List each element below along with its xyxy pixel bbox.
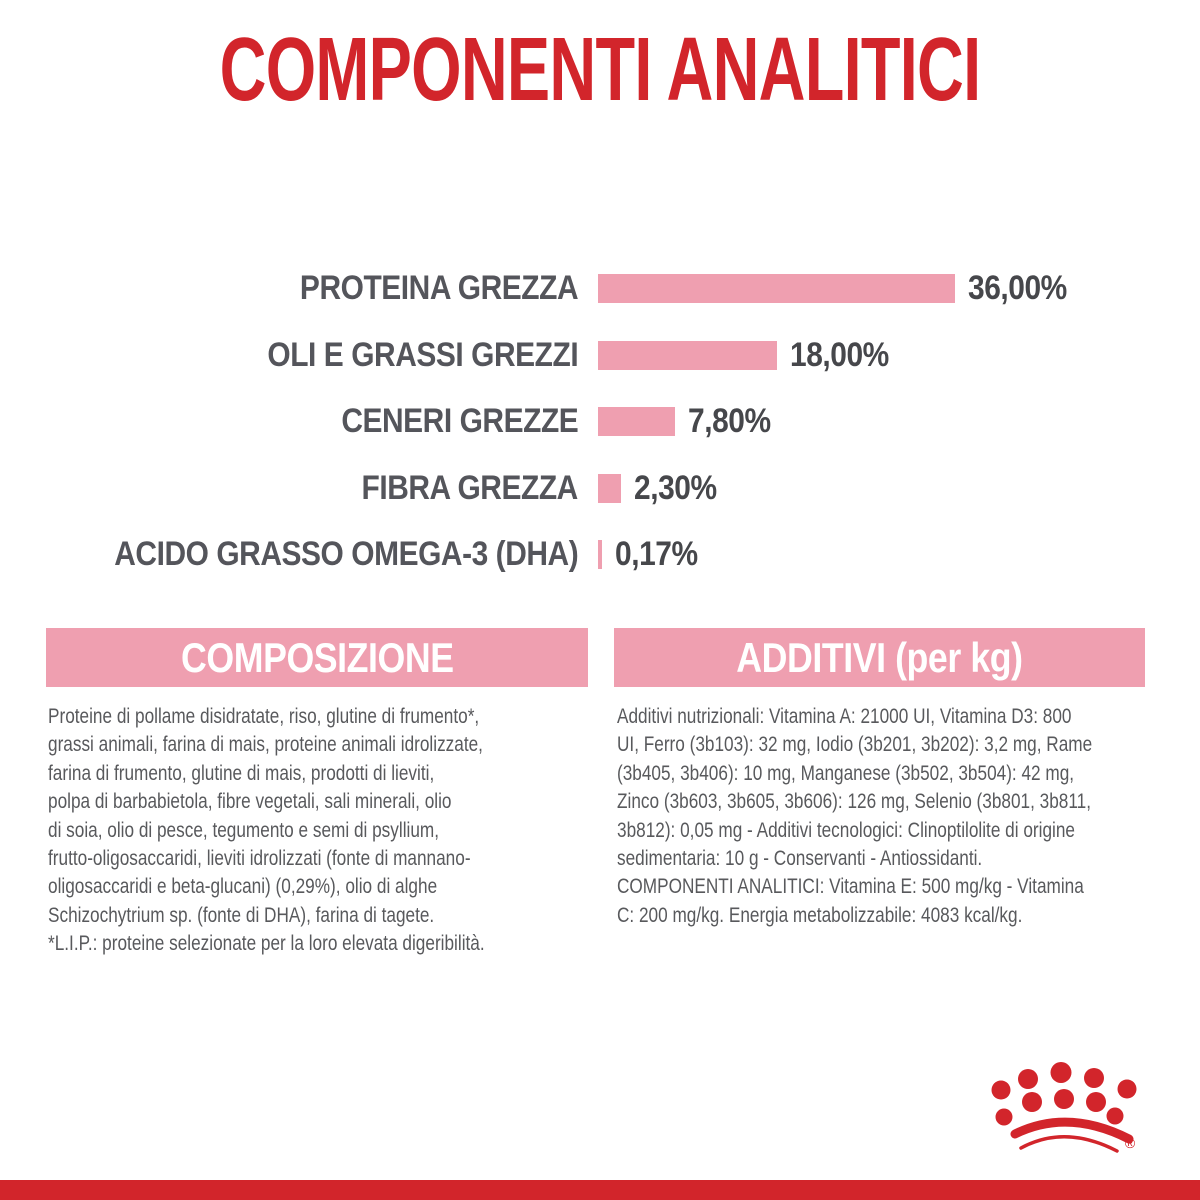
royal-canin-crown-icon: ® [991, 1062, 1137, 1153]
chart-value-label: 0,17% [615, 535, 698, 573]
registered-trademark-icon: ® [1125, 1135, 1136, 1151]
chart-value-label: 2,30% [634, 469, 717, 507]
chart-row: CENERI GREZZE 7,80% [0, 402, 1200, 440]
chart-bar [598, 274, 955, 303]
chart-category-label: PROTEINA GREZZA [299, 269, 579, 307]
page-title: COMPONENTI ANALITICI [219, 20, 981, 120]
chart-category-label: OLI E GRASSI GREZZI [267, 336, 578, 374]
chart-row: ACIDO GRASSO OMEGA-3 (DHA) 0,17% [0, 535, 1200, 573]
analytical-components-chart: PROTEINA GREZZA 36,00% OLI E GRASSI GREZZI… [0, 269, 1200, 574]
bottom-red-strip [0, 1180, 1200, 1200]
chart-row: FIBRA GREZZA 2,30% [0, 469, 1200, 507]
section-header-composizione-label: COMPOSIZIONE [180, 633, 454, 681]
chart-category-label: ACIDO GRASSO OMEGA-3 (DHA) [114, 535, 578, 573]
chart-category-label: FIBRA GREZZA [361, 469, 579, 507]
chart-value-label: 36,00% [968, 269, 1067, 307]
crown-thin-arc [1019, 1134, 1119, 1153]
chart-row: PROTEINA GREZZA 36,00% [0, 269, 1200, 307]
chart-row: OLI E GRASSI GREZZI 18,00% [0, 336, 1200, 374]
chart-value-label: 18,00% [790, 336, 889, 374]
chart-category-label: CENERI GREZZE [341, 402, 578, 440]
chart-bar [598, 540, 602, 569]
section-header-additivi: ADDITIVI (per kg) [614, 628, 1145, 687]
composizione-text: Proteine di pollame disidratate, riso, g… [48, 704, 485, 956]
additivi-text: Additivi nutrizionali: Vitamina A: 21000… [617, 704, 1093, 927]
chart-bar [598, 341, 777, 370]
crown-thick-arc [1010, 1117, 1134, 1144]
chart-bar [598, 474, 621, 503]
chart-bar [598, 407, 676, 436]
section-header-composizione: COMPOSIZIONE [46, 628, 588, 687]
section-header-additivi-label: ADDITIVI (per kg) [736, 633, 1023, 681]
chart-value-label: 7,80% [688, 402, 771, 440]
